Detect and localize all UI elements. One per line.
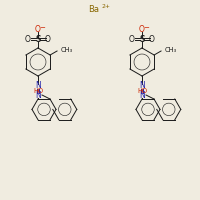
Text: −: − — [40, 24, 45, 30]
Text: HO: HO — [33, 88, 43, 94]
Text: N: N — [139, 82, 145, 90]
Text: −: − — [144, 24, 149, 30]
Text: N: N — [35, 90, 41, 99]
Text: S: S — [139, 34, 145, 44]
Text: O: O — [45, 34, 51, 44]
Text: O: O — [149, 34, 155, 44]
Text: O: O — [139, 25, 145, 34]
Text: 2+: 2+ — [101, 4, 110, 9]
Text: O: O — [25, 34, 31, 44]
Text: N: N — [139, 90, 145, 99]
Text: O: O — [129, 34, 135, 44]
Text: N: N — [35, 82, 41, 90]
Text: CH₃: CH₃ — [61, 47, 73, 53]
Text: S: S — [35, 34, 41, 44]
Text: O: O — [35, 25, 41, 34]
Text: HO: HO — [137, 88, 147, 94]
Text: Ba: Ba — [88, 4, 99, 14]
Text: CH₃: CH₃ — [165, 47, 177, 53]
